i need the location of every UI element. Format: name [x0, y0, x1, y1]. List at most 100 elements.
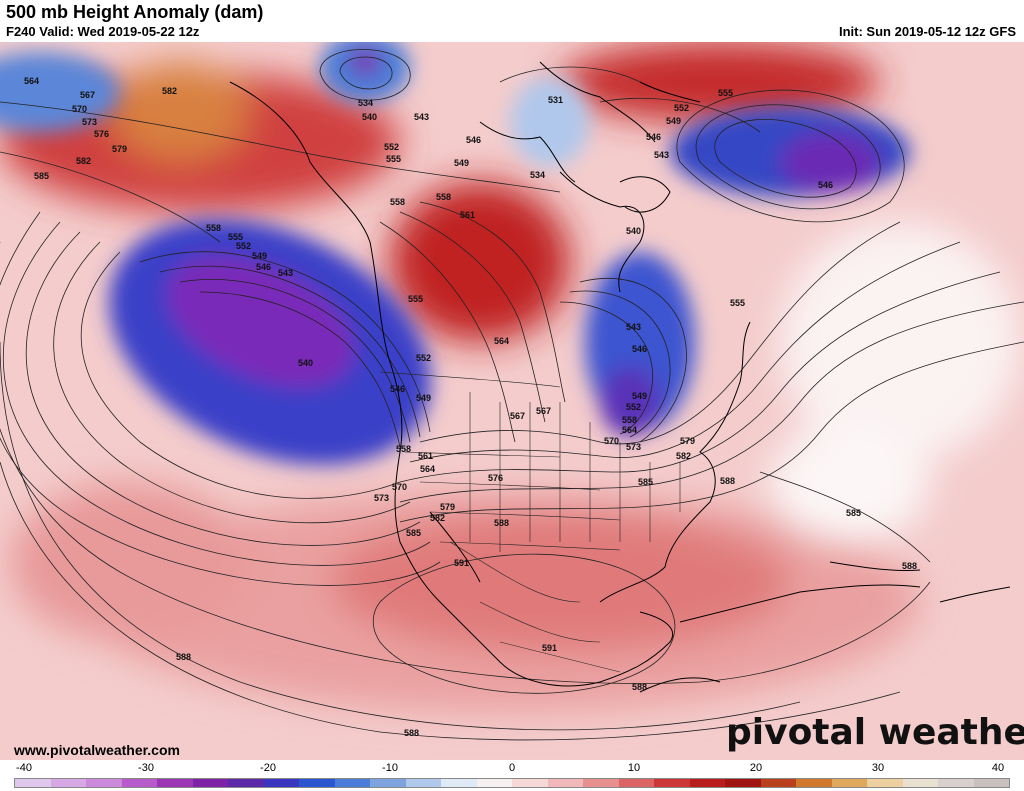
- contour-label: 561: [418, 451, 433, 461]
- contour-label: 540: [626, 226, 641, 236]
- colorbar-swatch: [441, 779, 477, 787]
- contour-label: 531: [548, 95, 563, 105]
- contour-label: 579: [440, 502, 455, 512]
- map-title: 500 mb Height Anomaly (dam): [6, 2, 264, 22]
- contour-label: 588: [494, 518, 509, 528]
- contour-label: 546: [390, 384, 405, 394]
- colorbar-swatch: [512, 779, 548, 787]
- contour-label: 534: [530, 170, 545, 180]
- colorbar-swatch: [938, 779, 974, 787]
- contour-labels: 564 567 570 573 576 579 582 582 585 534 …: [24, 76, 917, 738]
- contour-label: 558: [396, 444, 411, 454]
- contour-label: 588: [632, 682, 647, 692]
- contour-label: 555: [718, 88, 733, 98]
- contour-label: 576: [94, 129, 109, 139]
- contour-label: 561: [460, 210, 475, 220]
- colorbar-swatch: [760, 779, 796, 787]
- colorbar-tick-label: -30: [138, 762, 154, 774]
- colorbar-swatch: [689, 779, 725, 787]
- colorbar-tick-label: 30: [871, 762, 885, 774]
- colorbar-swatch: [370, 779, 406, 787]
- contour-label: 549: [666, 116, 681, 126]
- contour-label: 579: [680, 436, 695, 446]
- contour-label: 540: [298, 358, 313, 368]
- contour-label: 582: [676, 451, 691, 461]
- contour-label: 579: [112, 144, 127, 154]
- contour-label: 555: [386, 154, 401, 164]
- pivotal-weather-logo: pivotal weather: [726, 712, 1024, 753]
- contour-label: 588: [404, 728, 419, 738]
- colorbar-swatch: [228, 779, 264, 787]
- height-anomaly-map: 564 567 570 573 576 579 582 582 585 534 …: [0, 42, 1024, 760]
- contour-label: 546: [632, 344, 647, 354]
- colorbar-swatch: [796, 779, 832, 787]
- colorbar-swatch: [725, 779, 761, 787]
- contour-label: 543: [414, 112, 429, 122]
- colorbar-tick-label: 0: [508, 762, 516, 774]
- contour-label: 558: [436, 192, 451, 202]
- contour-label: 543: [654, 150, 669, 160]
- contour-label: 567: [536, 406, 551, 416]
- anomaly-shading: [0, 42, 1020, 712]
- contour-label: 546: [256, 262, 271, 272]
- colorbar-swatch: [15, 779, 51, 787]
- contour-label: 558: [390, 197, 405, 207]
- website-url: www.pivotalweather.com: [14, 742, 180, 758]
- colorbar-tick-label: 40: [991, 762, 1005, 774]
- colorbar-swatch: [654, 779, 690, 787]
- contour-label: 570: [392, 482, 407, 492]
- contour-label: 567: [510, 411, 525, 421]
- contour-label: 549: [454, 158, 469, 168]
- colorbar-tick-label: 10: [627, 762, 641, 774]
- colorbar-swatch: [902, 779, 938, 787]
- contour-label: 552: [674, 103, 689, 113]
- contour-label: 558: [206, 223, 221, 233]
- colorbar: -40 -30 -20 -10 0 10 20 30 40: [14, 762, 1010, 791]
- valid-time: F240 Valid: Wed 2019-05-22 12z: [6, 24, 200, 39]
- contour-label: 585: [638, 477, 653, 487]
- colorbar-tick-label: 20: [749, 762, 763, 774]
- political-boundaries: [379, 371, 681, 673]
- colorbar-swatch: [405, 779, 441, 787]
- colorbar-swatch: [157, 779, 193, 787]
- colorbar-tick-label: -20: [260, 762, 276, 774]
- colorbar-swatch: [867, 779, 903, 787]
- contour-label: 546: [466, 135, 481, 145]
- contour-label: 552: [236, 241, 251, 251]
- colorbar-tick-label: -40: [16, 762, 32, 774]
- colorbar-swatch: [299, 779, 335, 787]
- colorbar-swatch: [50, 779, 86, 787]
- header: 500 mb Height Anomaly (dam) F240 Valid: …: [0, 0, 1024, 42]
- colorbar-swatch: [121, 779, 157, 787]
- colorbar-strip: [14, 778, 1010, 788]
- contour-label: 573: [626, 442, 641, 452]
- contour-label: 543: [626, 322, 641, 332]
- colorbar-swatch: [618, 779, 654, 787]
- colorbar-swatch: [973, 779, 1009, 787]
- contour-label: 546: [646, 132, 661, 142]
- contour-label: 591: [542, 643, 557, 653]
- contour-label: 555: [228, 232, 243, 242]
- colorbar-swatch: [547, 779, 583, 787]
- coastlines: [229, 61, 1011, 693]
- contour-label: 549: [632, 391, 647, 401]
- contour-label: 564: [494, 336, 509, 346]
- contour-label: 582: [76, 156, 91, 166]
- contour-label: 591: [454, 558, 469, 568]
- contour-label: 552: [416, 353, 431, 363]
- contour-label: 588: [176, 652, 191, 662]
- contour-label: 552: [626, 402, 641, 412]
- contour-label: 588: [902, 561, 917, 571]
- colorbar-swatch: [334, 779, 370, 787]
- contour-label: 549: [416, 393, 431, 403]
- colorbar-swatch: [192, 779, 228, 787]
- contour-label: 570: [72, 104, 87, 114]
- contour-label: 582: [430, 513, 445, 523]
- colorbar-tick-label: -10: [382, 762, 398, 774]
- contour-label: 555: [730, 298, 745, 308]
- contour-label: 570: [604, 436, 619, 446]
- colorbar-swatch: [831, 779, 867, 787]
- contour-label: 576: [488, 473, 503, 483]
- contour-label: 564: [622, 425, 637, 435]
- height-contours: [0, 49, 1024, 741]
